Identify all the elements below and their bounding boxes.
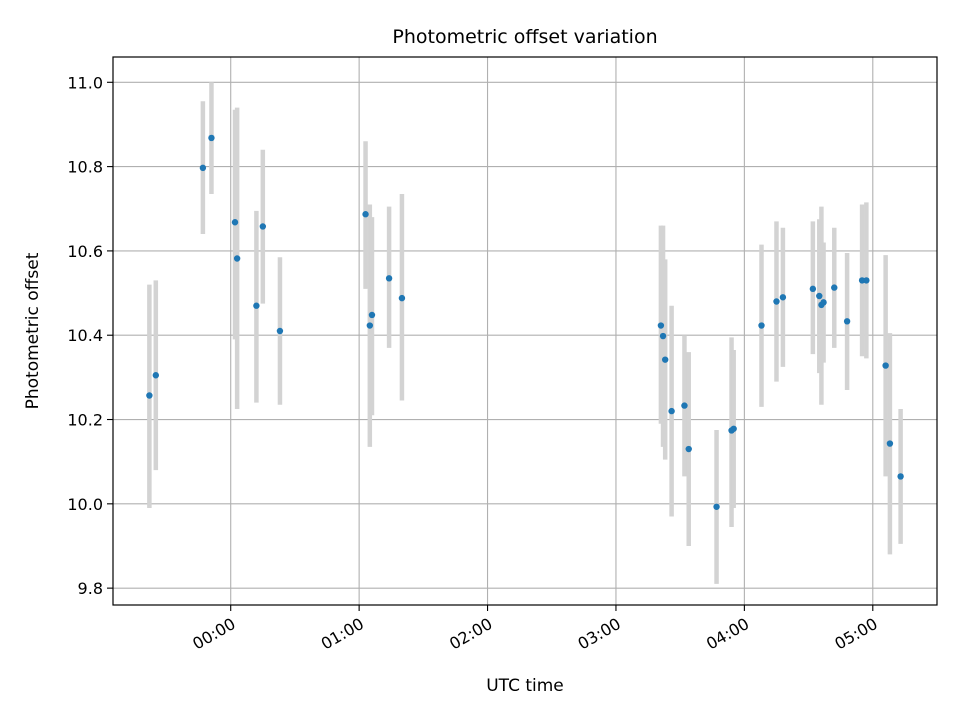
data-point bbox=[773, 298, 780, 305]
data-point bbox=[199, 164, 207, 172]
data-point bbox=[886, 440, 894, 447]
data-point bbox=[362, 211, 369, 218]
data-point bbox=[208, 134, 215, 142]
data-point bbox=[152, 372, 160, 379]
data-point bbox=[713, 503, 720, 510]
y-tick-label: 10.2 bbox=[67, 411, 103, 430]
grid bbox=[113, 57, 937, 605]
data-point bbox=[368, 311, 376, 319]
data-point bbox=[398, 294, 406, 302]
data-point bbox=[758, 322, 765, 329]
data-point bbox=[146, 392, 153, 399]
y-tick-label: 10.8 bbox=[67, 158, 103, 177]
data-point bbox=[831, 284, 838, 291]
data-point bbox=[253, 302, 260, 309]
data-point bbox=[657, 322, 665, 329]
y-axis-ticks: 9.8 10.0 10.2 10.4 10.6 10.8 11.0 bbox=[67, 73, 113, 598]
data-point bbox=[809, 285, 817, 293]
data-point bbox=[730, 425, 737, 432]
data-point bbox=[659, 332, 667, 340]
data-points bbox=[146, 134, 904, 510]
y-tick-label: 10.0 bbox=[67, 495, 103, 514]
data-point bbox=[843, 318, 851, 325]
y-tick-label: 11.0 bbox=[67, 73, 103, 92]
data-point bbox=[233, 255, 241, 262]
data-point bbox=[366, 322, 374, 329]
data-point bbox=[668, 407, 675, 415]
data-point bbox=[816, 292, 823, 300]
y-tick-label: 9.8 bbox=[78, 579, 103, 598]
data-point bbox=[897, 473, 904, 480]
data-point bbox=[259, 223, 267, 230]
data-point bbox=[863, 277, 870, 284]
data-point bbox=[685, 445, 692, 453]
chart-title: Photometric offset variation bbox=[392, 26, 657, 48]
plot-frame bbox=[112, 56, 938, 606]
data-point bbox=[231, 219, 239, 226]
data-point bbox=[661, 356, 669, 363]
data-point bbox=[882, 362, 889, 369]
data-point bbox=[385, 275, 393, 282]
y-tick-label: 10.4 bbox=[67, 326, 103, 345]
y-axis-label: Photometric offset bbox=[23, 252, 43, 409]
data-point bbox=[779, 294, 787, 301]
data-point bbox=[820, 299, 827, 306]
data-point bbox=[681, 402, 688, 409]
x-axis-label: UTC time bbox=[486, 676, 564, 696]
data-point bbox=[276, 327, 284, 335]
y-tick-label: 10.6 bbox=[67, 242, 103, 261]
